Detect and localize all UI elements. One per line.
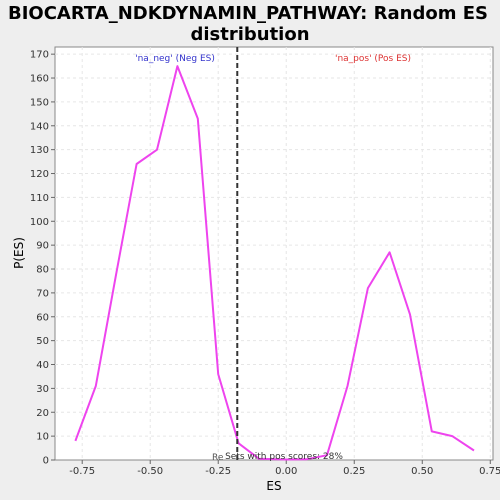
- x-tick-label: 0.25: [343, 466, 365, 477]
- bottom-left-note: Re: [212, 453, 224, 463]
- x-axis-label: ES: [266, 479, 281, 493]
- pos-scores-note: Sets with pos scores: 28%: [225, 452, 343, 462]
- y-axis-ticks: 0 10 20 30 40 50 60 70 80 90 100 110 120 130 140 150 160…: [30, 50, 55, 467]
- pos-es-label: 'na_pos' (Pos ES): [335, 54, 411, 64]
- y-tick-label: 80: [36, 265, 49, 276]
- y-tick-label: 170: [30, 50, 49, 61]
- y-tick-label: 20: [36, 408, 49, 419]
- y-tick-label: 150: [30, 97, 49, 108]
- y-tick-label: 110: [30, 193, 49, 204]
- chart-title-line1: BIOCARTA_NDKDYNAMIN_PATHWAY: Random ES: [8, 3, 488, 24]
- y-tick-label: 30: [36, 384, 49, 395]
- x-tick-label: -0.25: [205, 466, 231, 477]
- y-tick-label: 90: [36, 241, 49, 252]
- y-tick-label: 70: [36, 288, 49, 299]
- y-tick-label: 160: [30, 74, 49, 85]
- x-axis-ticks: -0.75 -0.50 -0.25 0.00 0.25 0.50 0.75: [69, 460, 500, 477]
- y-tick-label: 140: [30, 121, 49, 132]
- y-tick-label: 100: [30, 217, 49, 228]
- y-tick-label: 40: [36, 360, 49, 371]
- y-tick-label: 60: [36, 312, 49, 323]
- chart-title-line2: distribution: [190, 24, 309, 45]
- y-axis-label: P(ES): [12, 237, 26, 269]
- neg-es-label: 'na_neg' (Neg ES): [135, 54, 215, 64]
- y-tick-label: 50: [36, 336, 49, 347]
- x-tick-label: 0.75: [479, 466, 500, 477]
- x-tick-label: -0.75: [69, 466, 95, 477]
- y-tick-label: 0: [43, 456, 49, 467]
- x-tick-label: -0.50: [137, 466, 163, 477]
- x-tick-label: 0.50: [411, 466, 433, 477]
- y-tick-label: 130: [30, 145, 49, 156]
- y-tick-label: 120: [30, 169, 49, 180]
- y-tick-label: 10: [36, 432, 49, 443]
- x-tick-label: 0.00: [275, 466, 297, 477]
